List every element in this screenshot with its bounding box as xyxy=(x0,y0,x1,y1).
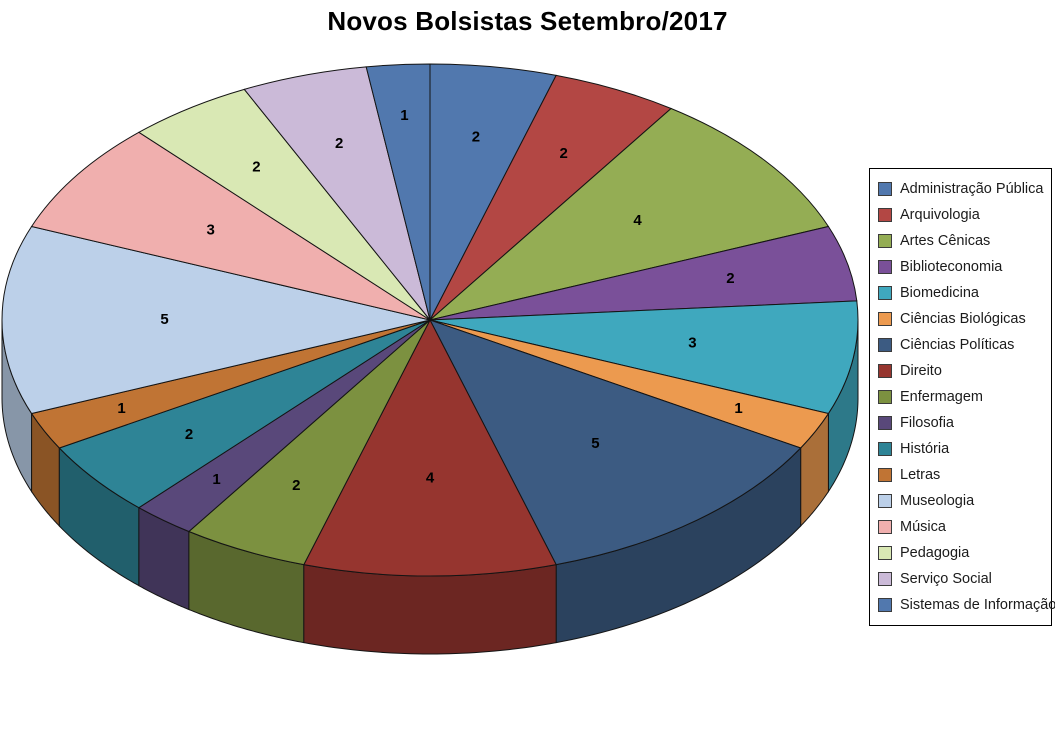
legend-item[interactable]: Artes Cênicas xyxy=(878,228,1047,254)
pie-slice-value-label: 4 xyxy=(426,470,435,487)
legend-swatch-icon xyxy=(878,598,892,612)
legend-item-label: Serviço Social xyxy=(900,570,992,587)
legend-item[interactable]: Letras xyxy=(878,462,1047,488)
legend-item-label: Música xyxy=(900,518,946,535)
pie-slice-value-label: 1 xyxy=(400,107,408,124)
legend-item[interactable]: Museologia xyxy=(878,488,1047,514)
legend-swatch-icon xyxy=(878,182,892,196)
legend-swatch-icon xyxy=(878,416,892,430)
pie-data-labels: 2 2 4 2 3 1 5 4 2 1 2 1 5 3 2 2 1 xyxy=(117,107,742,494)
pie-slice-wall xyxy=(303,564,557,655)
legend-item-label: História xyxy=(900,440,950,457)
legend-swatch-icon xyxy=(878,494,892,508)
pie-slice-value-label: 3 xyxy=(207,222,215,239)
legend-item[interactable]: Administração Pública xyxy=(878,176,1047,202)
legend-swatch-icon xyxy=(878,442,892,456)
legend-swatch-icon xyxy=(878,546,892,560)
legend-item-label: Ciências Biológicas xyxy=(900,310,1026,327)
pie-chart-area: 2 2 4 2 3 1 5 4 2 1 2 1 5 3 2 2 1 xyxy=(0,52,870,737)
pie-slice[interactable] xyxy=(303,318,557,577)
legend-swatch-icon xyxy=(878,312,892,326)
legend-item[interactable]: Direito xyxy=(878,358,1047,384)
legend-swatch-icon xyxy=(878,286,892,300)
legend-swatch-icon xyxy=(878,234,892,248)
legend-item[interactable]: Sistemas de Informação xyxy=(878,592,1055,618)
chart-legend: Administração Pública Arquivologia Artes C… xyxy=(869,168,1055,626)
legend-item[interactable]: Biblioteconomia xyxy=(878,254,1047,280)
pie-slice-value-label: 2 xyxy=(185,426,193,443)
pie-slice-value-label: 1 xyxy=(734,400,742,417)
legend-item-label: Enfermagem xyxy=(900,388,984,405)
pie-slice-value-label: 2 xyxy=(472,129,480,146)
pie-slice-value-label: 1 xyxy=(117,400,125,417)
legend-item-label: Administração Pública xyxy=(900,180,1044,197)
pie-slice-value-label: 2 xyxy=(292,477,300,494)
legend-item-label: Direito xyxy=(900,362,942,379)
pie-slice-value-label: 2 xyxy=(252,159,260,176)
pie-slice-value-label: 3 xyxy=(688,335,696,352)
legend-swatch-icon xyxy=(878,364,892,378)
pie-top-faces xyxy=(1,63,859,577)
legend-item[interactable]: Filosofia xyxy=(878,410,1047,436)
pie-slice-value-label: 2 xyxy=(335,135,343,152)
pie-slice[interactable] xyxy=(365,63,431,321)
legend-item-label: Pedagogia xyxy=(900,544,970,561)
pie-chart-svg: 2 2 4 2 3 1 5 4 2 1 2 1 5 3 2 2 1 xyxy=(1,63,859,655)
pie-slice[interactable] xyxy=(429,107,830,321)
pie-slice[interactable] xyxy=(30,131,431,321)
legend-item[interactable]: Pedagogia xyxy=(878,540,1047,566)
legend-item[interactable]: Serviço Social xyxy=(878,566,1047,592)
pie-slice[interactable] xyxy=(1,225,431,415)
pie-slice-value-label: 5 xyxy=(160,311,168,328)
legend-swatch-icon xyxy=(878,208,892,222)
legend-swatch-icon xyxy=(878,468,892,482)
legend-item-label: Artes Cênicas xyxy=(900,232,991,249)
pie-slice[interactable] xyxy=(428,319,802,566)
legend-swatch-icon xyxy=(878,520,892,534)
legend-item[interactable]: Ciências Políticas xyxy=(878,332,1047,358)
legend-item-label: Biblioteconomia xyxy=(900,258,1003,275)
legend-swatch-icon xyxy=(878,338,892,352)
legend-item-label: Filosofia xyxy=(900,414,954,431)
legend-item-label: Letras xyxy=(900,466,941,483)
pie-slice-value-label: 4 xyxy=(633,212,642,229)
legend-item-label: Sistemas de Informação xyxy=(900,596,1055,613)
legend-item[interactable]: Arquivologia xyxy=(878,202,1047,228)
legend-item-label: Museologia xyxy=(900,492,975,509)
legend-swatch-icon xyxy=(878,260,892,274)
legend-item-label: Arquivologia xyxy=(900,206,980,223)
legend-item-label: Biomedicina xyxy=(900,284,979,301)
legend-item[interactable]: Enfermagem xyxy=(878,384,1047,410)
legend-item[interactable]: Música xyxy=(878,514,1047,540)
legend-item[interactable]: Ciências Biológicas xyxy=(878,306,1047,332)
pie-slice-value-label: 1 xyxy=(212,471,220,488)
pie-slice-value-label: 5 xyxy=(591,435,599,452)
legend-item[interactable]: Biomedicina xyxy=(878,280,1047,306)
legend-swatch-icon xyxy=(878,390,892,404)
pie-slice-value-label: 2 xyxy=(726,270,734,287)
legend-item[interactable]: História xyxy=(878,436,1047,462)
pie-slice-value-label: 2 xyxy=(560,145,568,162)
legend-item-label: Ciências Políticas xyxy=(900,336,1015,353)
page-title: Novos Bolsistas Setembro/2017 xyxy=(327,6,728,36)
legend-swatch-icon xyxy=(878,572,892,586)
pie-slice[interactable] xyxy=(429,300,859,415)
